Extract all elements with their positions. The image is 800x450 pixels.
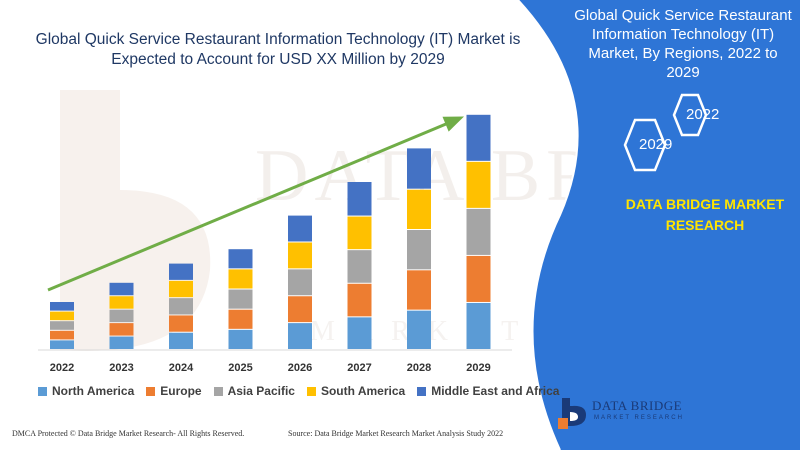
bar-segment-2023-4 — [109, 282, 134, 296]
bar-segment-2024-2 — [169, 298, 193, 315]
bar-segment-2022-4 — [50, 302, 74, 311]
x-tick-label: 2023 — [109, 362, 133, 374]
bar-segment-2024-3 — [169, 280, 193, 298]
footer-source: Source: Data Bridge Market Research Mark… — [288, 429, 504, 438]
panel-title: Global Quick Service Restaurant Informat… — [574, 7, 792, 81]
bar-segment-2028-2 — [407, 230, 431, 270]
legend-swatch — [146, 386, 156, 396]
hex-label-2029: 2029 — [639, 136, 673, 153]
bar-segment-2025-3 — [228, 269, 253, 289]
bar-segment-2026-4 — [288, 215, 312, 242]
trend-arrow — [47, 116, 465, 292]
bar-segment-2024-0 — [169, 332, 193, 349]
x-tick-label: 2022 — [50, 362, 74, 374]
bar-segment-2025-2 — [228, 289, 253, 309]
bar-segment-2026-3 — [288, 242, 312, 269]
bar-segment-2028-1 — [407, 270, 431, 310]
bar-segment-2022-2 — [50, 321, 74, 330]
bar-segment-2028-0 — [407, 310, 431, 349]
legend-label: North America — [52, 384, 135, 398]
x-tick-label: 2024 — [169, 362, 194, 374]
logo-subtitle: MARKET RESEARCH — [594, 415, 684, 421]
bar-segment-2026-2 — [288, 269, 312, 296]
bar-segment-2023-0 — [109, 336, 134, 349]
trend-arrow-head — [442, 116, 465, 132]
bar-segment-2029-0 — [466, 302, 491, 349]
legend-label: Europe — [160, 384, 202, 398]
logo: DATA BRIDGE MARKET RESEARCH — [556, 396, 696, 430]
hexagon-group: 2022 2029 — [620, 90, 740, 180]
legend-item: North America — [38, 384, 134, 398]
footer-copyright: DMCA Protected © Data Bridge Market Rese… — [12, 429, 245, 438]
hex-label-2022: 2022 — [686, 106, 720, 123]
legend-swatch — [38, 386, 47, 396]
legend-swatch — [417, 386, 427, 396]
bar-segment-2025-0 — [228, 329, 253, 349]
legend-item: Asia Pacific — [213, 384, 295, 398]
bar-segment-2027-1 — [347, 283, 372, 317]
legend: North America Europe Asia Pacific South Ame… — [38, 384, 559, 398]
x-tick-label: 2026 — [288, 362, 312, 374]
legend-label: South America — [320, 384, 406, 398]
legend-swatch — [213, 386, 223, 396]
bar-segment-2024-1 — [169, 315, 193, 332]
legend-label: Middle East and Africa — [431, 384, 560, 398]
bar-segment-2023-2 — [109, 309, 134, 323]
bar-segment-2029-4 — [466, 114, 491, 161]
bar-segment-2026-0 — [288, 323, 312, 349]
bar-segment-2024-4 — [169, 263, 193, 280]
bar-segment-2027-3 — [347, 216, 372, 250]
hexagon-icon — [623, 93, 708, 172]
bar-segment-2028-3 — [407, 189, 431, 229]
bar-segment-2029-2 — [466, 208, 491, 255]
x-tick-label: 2025 — [228, 362, 252, 374]
bars-layer — [50, 114, 491, 349]
trend-arrow-line — [47, 117, 460, 292]
bar-segment-2022-3 — [50, 311, 74, 321]
bar-segment-2028-4 — [407, 148, 431, 189]
legend-item: South America — [306, 384, 406, 398]
legend-item: Middle East and Africa — [417, 384, 559, 398]
bar-segment-2029-3 — [466, 161, 491, 208]
bar-segment-2023-1 — [109, 323, 134, 336]
bar-segment-2025-1 — [228, 309, 253, 329]
bar-segment-2027-4 — [347, 182, 372, 216]
x-tick-label: 2028 — [407, 362, 431, 374]
bar-segment-2027-2 — [347, 250, 372, 283]
chart-title: Global Quick Service Restaurant Informat… — [35, 31, 521, 68]
logo-icon — [558, 398, 586, 429]
legend-item: Europe — [146, 384, 202, 398]
bar-segment-2023-3 — [109, 296, 134, 309]
bar-segment-2026-1 — [288, 296, 312, 323]
bar-segment-2027-0 — [347, 317, 372, 349]
x-tick-label: 2029 — [466, 362, 490, 374]
bar-segment-2022-0 — [50, 340, 74, 349]
legend-label: Asia Pacific — [227, 384, 295, 398]
bar-segment-2022-1 — [50, 330, 74, 340]
x-tick-labels: 2022 2023 2024 2025 2026 2027 2028 2029 — [50, 362, 491, 374]
brand-text: DATA BRIDGE MARKET RESEARCH — [625, 196, 785, 233]
logo-name: DATA BRIDGE — [592, 398, 683, 413]
bar-segment-2029-1 — [466, 255, 491, 302]
x-tick-label: 2027 — [347, 362, 371, 374]
bar-segment-2025-4 — [228, 249, 253, 269]
legend-swatch — [306, 386, 316, 396]
